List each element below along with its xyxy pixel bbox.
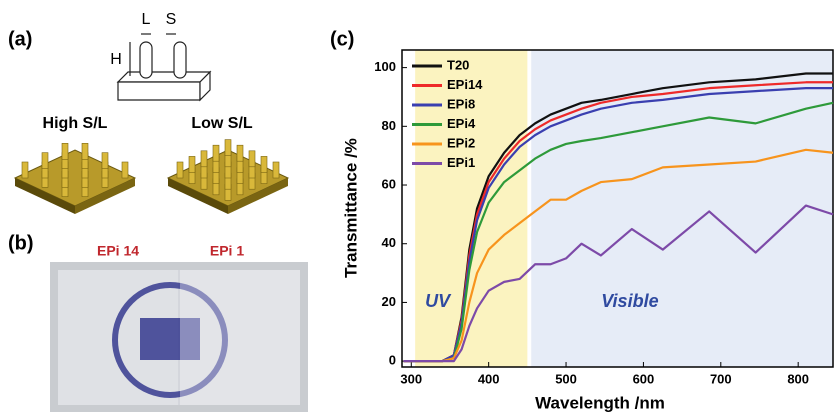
schematic — [118, 34, 210, 100]
y-axis-label: Transmittance /% — [341, 138, 360, 278]
pillar — [261, 156, 267, 172]
panel-label: (b) — [8, 232, 34, 254]
x-tick-label: 800 — [787, 371, 809, 386]
pillar — [189, 156, 195, 172]
pillar — [82, 143, 88, 159]
y-tick-label: 0 — [389, 353, 396, 368]
pillar-arrays — [15, 140, 288, 214]
pillar — [22, 162, 28, 178]
y-tick-label: 60 — [382, 176, 396, 191]
y-tick-label: 80 — [382, 118, 396, 133]
x-axis-label: Wavelength /nm — [535, 393, 665, 412]
region-label: Visible — [601, 291, 658, 311]
x-tick-label: 600 — [633, 371, 655, 386]
region-label: UV — [425, 291, 452, 311]
y-tick-label: 40 — [382, 235, 396, 250]
pillar — [42, 153, 48, 169]
x-tick-label: 500 — [555, 371, 577, 386]
legend-label: EPi4 — [447, 116, 476, 131]
plot: UV Visible 300 400 500 600 700 800 0 20 40 60 80 100 T… — [374, 50, 833, 386]
pillar — [102, 153, 108, 169]
legend-label: EPi8 — [447, 96, 475, 111]
y-tick-label: 100 — [374, 59, 396, 74]
pillar — [177, 162, 183, 178]
caption: High S/L — [43, 115, 108, 132]
legend-label: EPi14 — [447, 77, 483, 92]
pillar — [213, 145, 219, 161]
pillar — [201, 151, 207, 167]
caption: EPi 1 — [210, 243, 244, 259]
legend-label: EPi1 — [447, 155, 475, 170]
pillar — [249, 151, 255, 167]
pillar — [122, 162, 128, 178]
slab — [15, 150, 135, 206]
x-tick-label: 400 — [478, 371, 500, 386]
figure: (a) (b) (c) L S H High S/L Low S/L EPi 1… — [0, 0, 834, 416]
x-tick-label: 300 — [400, 371, 422, 386]
caption: EPi 14 — [97, 243, 139, 259]
dimension-label: S — [166, 11, 177, 28]
pillar — [62, 143, 68, 159]
pillar — [237, 145, 243, 161]
panel-label: (a) — [8, 28, 32, 50]
y-tick-label: 20 — [382, 294, 396, 309]
legend-label: T20 — [447, 57, 469, 72]
dimension-label: H — [110, 51, 122, 68]
caption: Low S/L — [191, 115, 253, 132]
photo — [50, 262, 308, 412]
panel-label: (c) — [330, 28, 354, 50]
legend-label: EPi2 — [447, 135, 475, 150]
pillar — [225, 140, 231, 156]
x-tick-label: 700 — [710, 371, 732, 386]
dimension-label: L — [142, 11, 151, 28]
pillar — [273, 162, 279, 178]
